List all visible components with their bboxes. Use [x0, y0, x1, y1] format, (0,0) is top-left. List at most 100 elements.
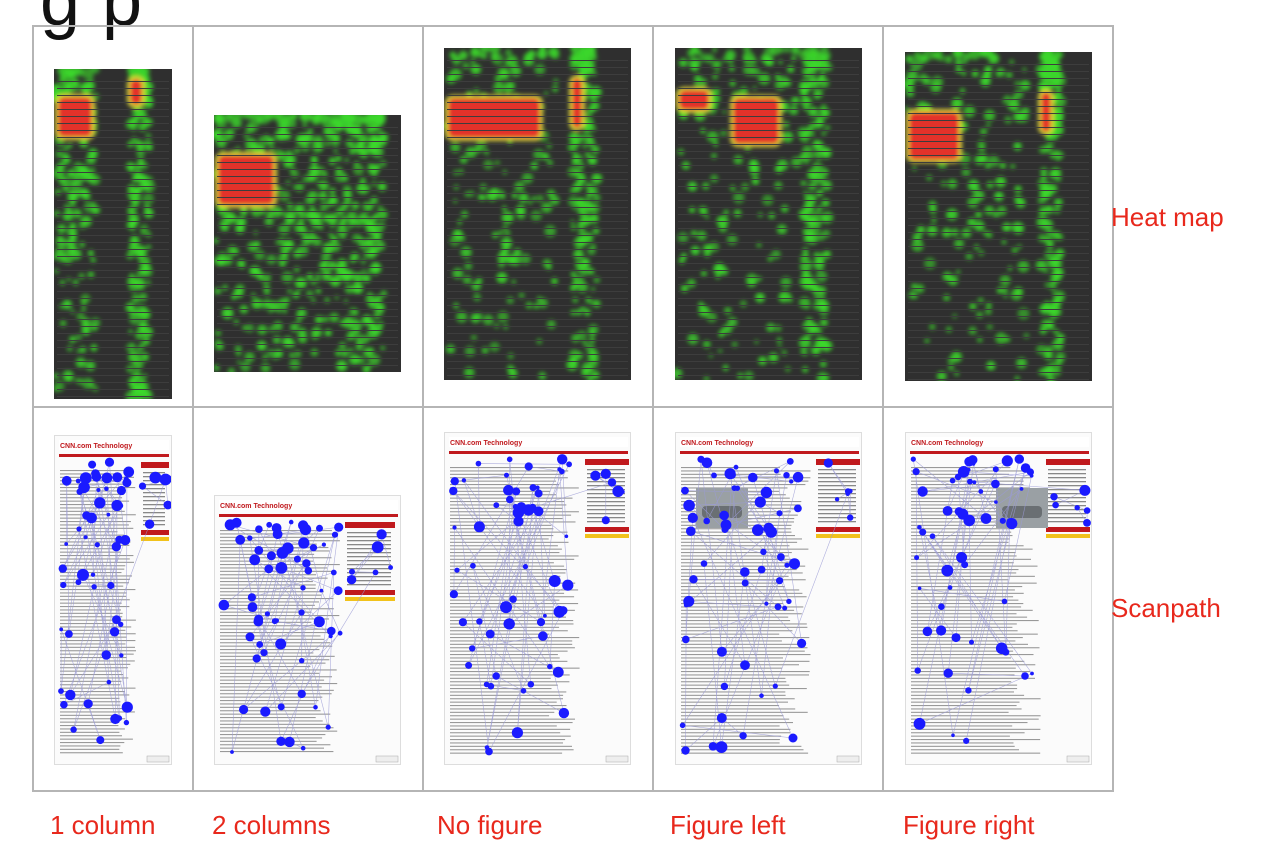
- fixation-point: [503, 618, 515, 630]
- fixation-point: [716, 646, 727, 657]
- fixation-point: [917, 486, 928, 497]
- fixation-point: [1014, 454, 1024, 464]
- fixation-point: [388, 565, 393, 570]
- fixation-point: [612, 485, 624, 497]
- heatmap-no-figure: [444, 48, 631, 380]
- fixation-point: [111, 542, 121, 552]
- fixation-point: [79, 472, 92, 484]
- fixation-point: [275, 562, 288, 574]
- fixation-point: [776, 577, 784, 585]
- fixation-point: [302, 559, 311, 568]
- fixation-point: [504, 472, 509, 478]
- fixation-point: [94, 542, 100, 548]
- fixation-point: [61, 475, 72, 486]
- fixation-point: [104, 457, 115, 467]
- fixation-point: [86, 512, 97, 524]
- fixation-point: [789, 479, 794, 484]
- fixation-point: [520, 688, 527, 694]
- fixation-point: [288, 519, 294, 525]
- fixation-point: [772, 683, 778, 689]
- column-label-figure-left: Figure left: [670, 810, 786, 840]
- fixation-point: [1001, 455, 1013, 467]
- column-label-figure-right: Figure right: [903, 810, 1035, 840]
- fixation-point: [300, 745, 306, 751]
- fixation-point: [689, 575, 698, 584]
- fixation-point: [274, 618, 279, 623]
- fixation-point: [1052, 501, 1059, 509]
- fixation-point: [372, 569, 379, 576]
- fixation-point: [293, 555, 301, 563]
- fixation-point: [235, 534, 246, 545]
- fixation-point: [101, 472, 113, 484]
- fixation-point: [461, 478, 467, 483]
- fixation-point: [687, 512, 698, 523]
- fixation-point: [558, 707, 570, 719]
- fixation-point: [1029, 473, 1034, 478]
- fixation-point: [681, 746, 690, 755]
- fixation-point: [112, 472, 123, 483]
- column-label-no-figure: No figure: [437, 810, 543, 840]
- cnn-logo: CNN.com Technology: [681, 440, 753, 447]
- fixation-point: [760, 548, 767, 556]
- fixation-point: [938, 603, 945, 610]
- fixation-point: [473, 521, 485, 533]
- fixation-point: [600, 468, 611, 479]
- fixation-point: [58, 564, 67, 573]
- fixation-point: [450, 477, 459, 486]
- fixation-point: [313, 705, 318, 710]
- fixation-point: [475, 460, 482, 467]
- fixation-point: [956, 552, 968, 563]
- fixation-point: [913, 717, 926, 730]
- fixation-point: [764, 601, 769, 606]
- fixation-point: [951, 633, 961, 643]
- fixation-point: [1019, 487, 1024, 491]
- fixation-point: [789, 558, 800, 570]
- fixation-point: [681, 486, 689, 495]
- fixation-point: [533, 506, 544, 517]
- fixation-point: [917, 586, 922, 591]
- fixation-point: [327, 626, 336, 636]
- fixation-point: [91, 584, 97, 590]
- column-label-1-column: 1 column: [50, 810, 156, 840]
- fixation-point: [266, 521, 273, 528]
- fixation-point: [703, 517, 710, 525]
- fixation-point: [224, 519, 236, 531]
- fixation-point: [325, 724, 331, 730]
- column-1-column: [34, 27, 194, 790]
- fixation-point: [922, 626, 933, 637]
- fixation-point: [511, 727, 523, 739]
- fixation-point: [992, 466, 999, 473]
- fixation-point: [117, 502, 124, 509]
- fixation-point: [951, 733, 955, 738]
- fixation-point: [752, 524, 764, 536]
- cnn-logo: CNN.com Technology: [220, 503, 292, 510]
- fixation-point: [834, 497, 840, 502]
- fixation-point: [721, 526, 729, 533]
- fixation-point: [76, 488, 84, 495]
- row-label-heat-map: Heat map: [1111, 202, 1224, 232]
- fixation-point: [277, 703, 285, 711]
- fixation-point: [716, 713, 727, 723]
- heat-blobs: [54, 69, 156, 399]
- fixation-point: [558, 606, 568, 615]
- fixation-point: [978, 489, 984, 494]
- fixation-point: [967, 478, 973, 485]
- fixation-point: [319, 588, 324, 593]
- fixation-point: [529, 484, 537, 492]
- fixation-point: [149, 471, 162, 484]
- fixation-point: [60, 700, 68, 709]
- fixation-point: [763, 522, 775, 534]
- scanpath-no-figure: CNN.com Technology: [444, 432, 631, 765]
- fixation-point: [971, 462, 976, 466]
- fixation-point: [512, 487, 521, 496]
- fixation-point: [299, 658, 305, 664]
- fixation-point: [298, 537, 310, 549]
- fixation-point: [792, 471, 804, 483]
- fixation-point: [96, 488, 101, 492]
- fixation-point: [115, 535, 124, 544]
- fixation-point: [782, 605, 788, 611]
- fixation-point: [917, 525, 922, 530]
- fixation-point: [686, 526, 696, 536]
- fixation-point: [788, 733, 798, 743]
- fixation-point: [947, 585, 953, 590]
